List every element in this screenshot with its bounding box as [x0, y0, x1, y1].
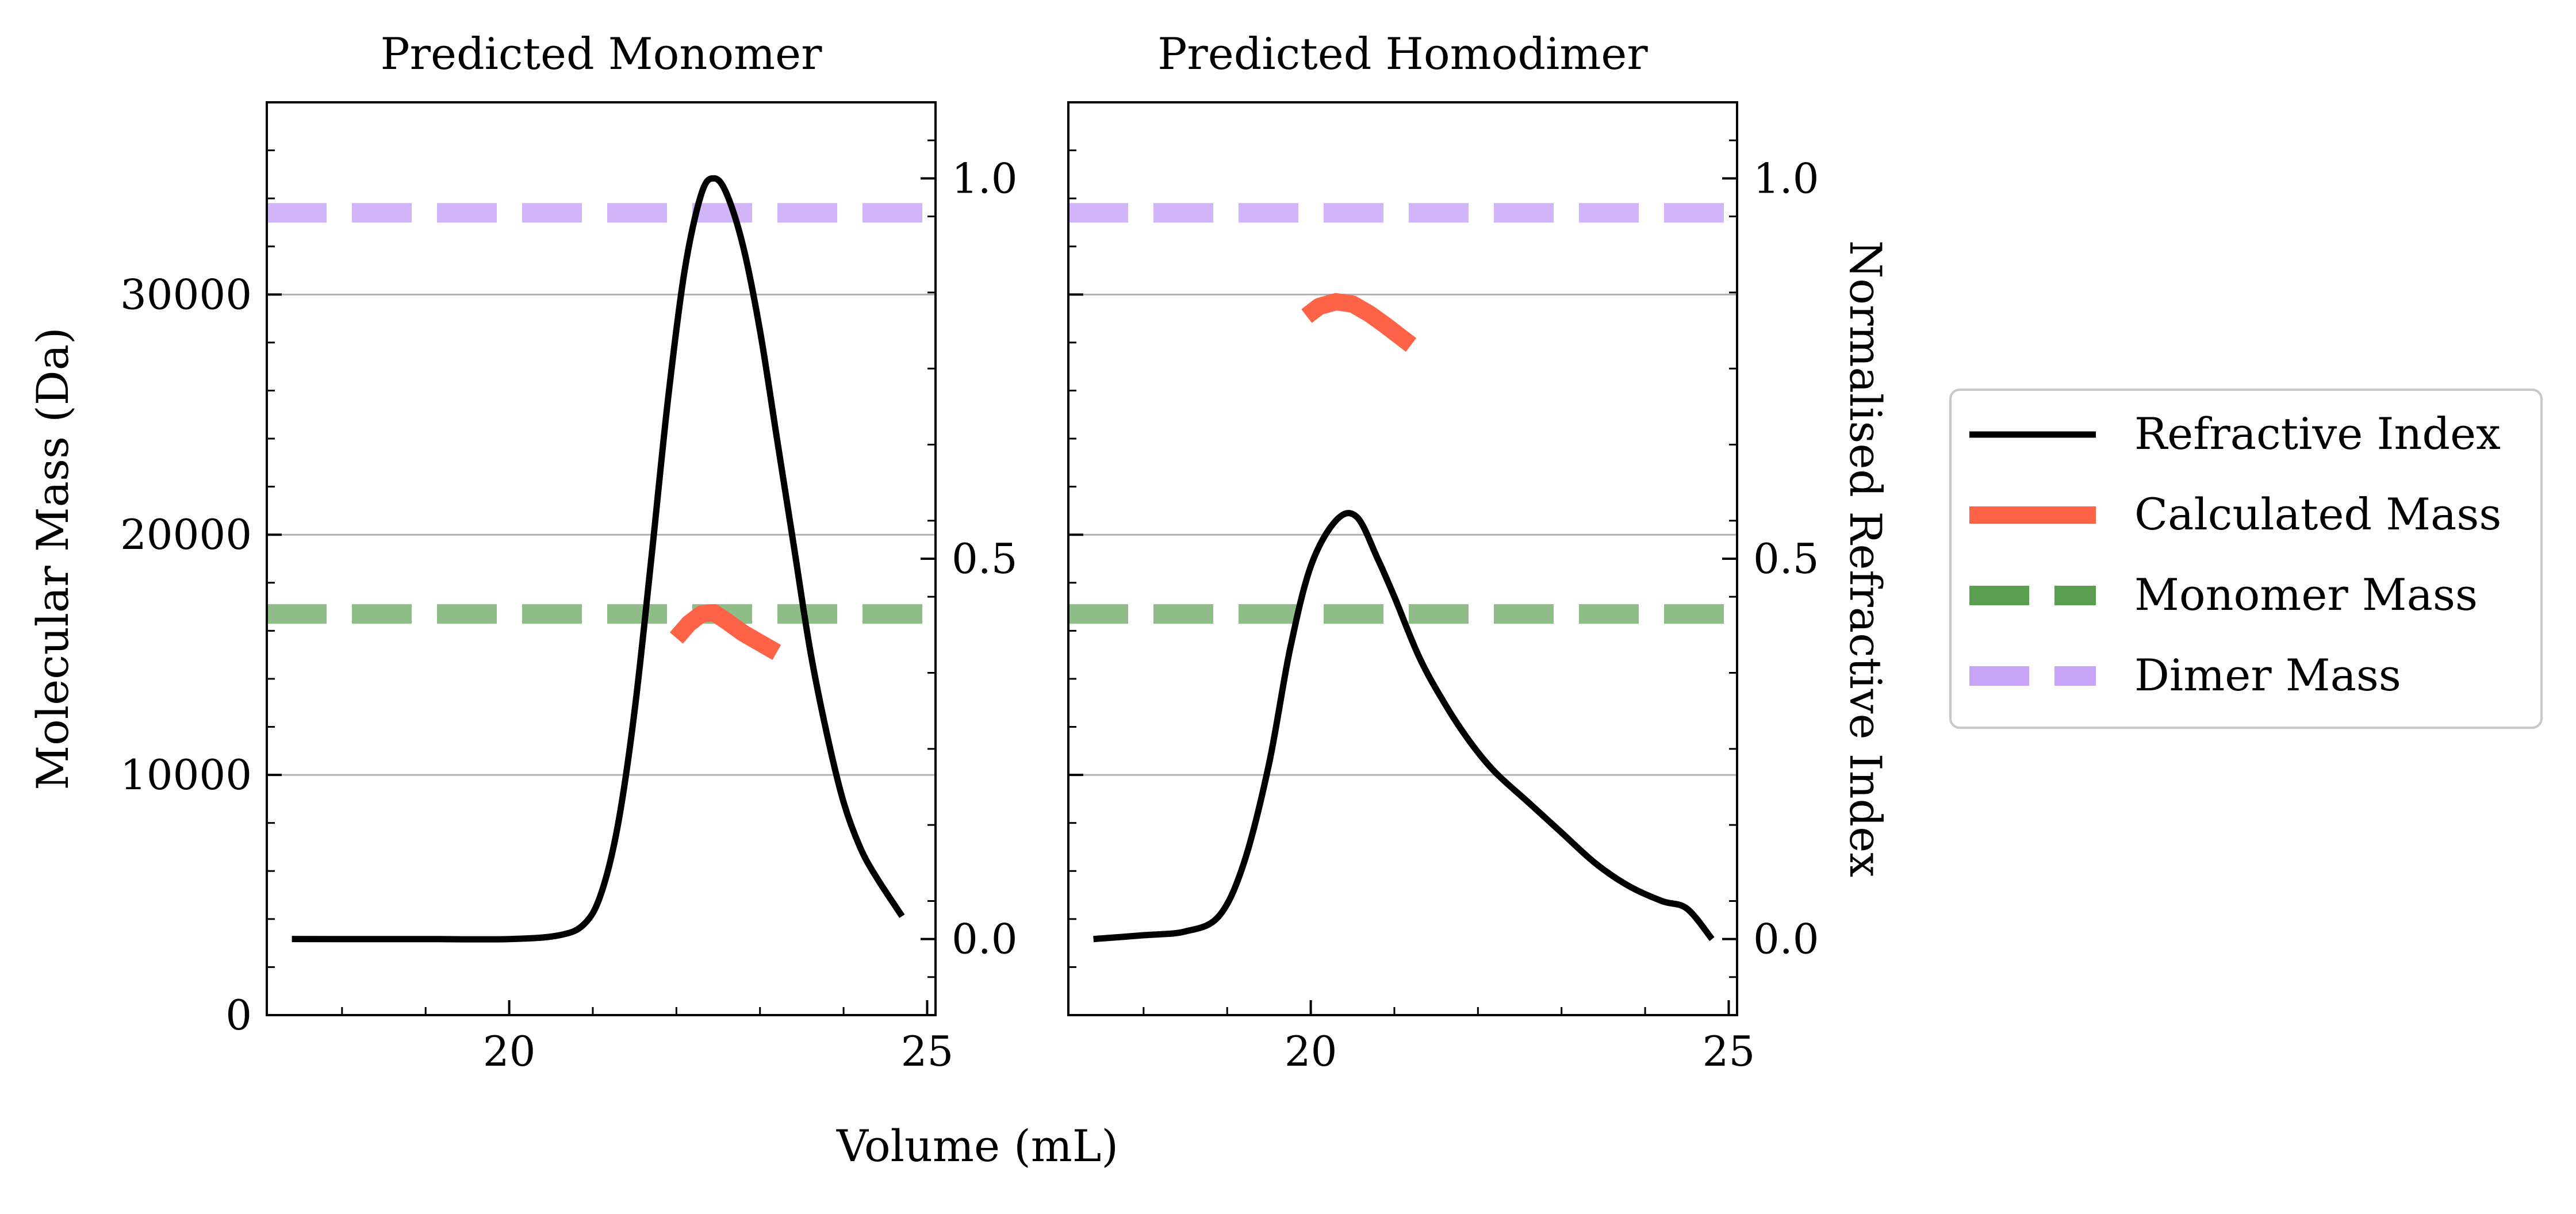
y-right-tick-label: 0.5 — [1753, 535, 1819, 583]
y-right-tick-label: 0.5 — [952, 535, 1018, 583]
y-axis-label-right: Normalised Refractive Index — [1840, 240, 1891, 877]
y-left-tick-label: 20000 — [120, 510, 252, 559]
x-axis-label: Volume (mL) — [836, 1120, 1118, 1171]
legend-item: Monomer Mass — [1969, 569, 2478, 620]
y-right-tick-label: 0.0 — [1753, 915, 1819, 963]
plot-frame — [266, 101, 937, 1016]
legend-label: Monomer Mass — [2134, 569, 2478, 620]
refractive-index-line — [1093, 510, 1715, 943]
subplot-homodimer: 20 25 0.0 0.5 1.0 Predicted Homodimer — [1067, 28, 1819, 1075]
y-left-tick-label: 30000 — [120, 270, 252, 318]
y-axis-label-left: Molecular Mass (Da) — [27, 327, 78, 790]
legend-item: Refractive Index — [1969, 408, 2501, 459]
legend-label: Calculated Mass — [2134, 489, 2501, 540]
legend-item: Calculated Mass — [1969, 489, 2501, 540]
legend-label: Refractive Index — [2134, 408, 2501, 459]
subplot-monomer: 20 25 0 10000 20000 30000 0.0 0.5 1.0 Predicted M… — [120, 28, 1018, 1075]
y-right-tick-label: 0.0 — [952, 915, 1018, 963]
plot-area — [267, 175, 936, 943]
legend: Refractive Index Calculated Mass Monomer M… — [1949, 389, 2543, 729]
plot-area — [1068, 203, 1737, 943]
legend-label: Dimer Mass — [2134, 650, 2401, 701]
calculated-mass-line — [1301, 293, 1417, 352]
subplot-title: Predicted Homodimer — [1157, 28, 1648, 79]
legend-item: Dimer Mass — [1969, 650, 2401, 701]
calculated-mass-line — [669, 604, 781, 660]
x-tick-label: 25 — [1703, 1027, 1755, 1075]
y-left-tick-label: 10000 — [120, 751, 252, 799]
refractive-index-line — [292, 175, 905, 943]
legend-box — [1949, 389, 2543, 729]
subplot-title: Predicted Monomer — [381, 28, 823, 79]
y-left-tick-label: 0 — [225, 991, 252, 1039]
x-tick-label: 20 — [1285, 1027, 1337, 1075]
x-tick-label: 25 — [901, 1027, 954, 1075]
y-right-tick-label: 1.0 — [952, 154, 1018, 202]
y-right-tick-label: 1.0 — [1753, 154, 1819, 202]
plot-frame — [1067, 101, 1738, 1016]
x-tick-label: 20 — [483, 1027, 536, 1075]
